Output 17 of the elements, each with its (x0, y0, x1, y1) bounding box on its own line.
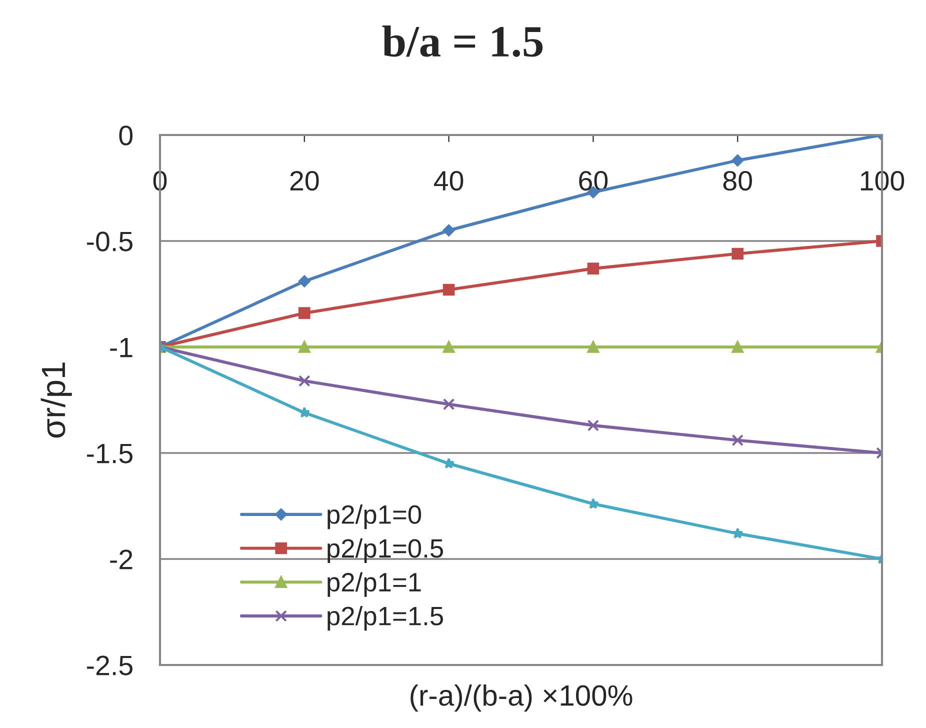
legend-label: p2/p1=0.5 (328, 538, 443, 563)
y-tick-label: -1.5 (86, 444, 132, 464)
y-axis-title: σr/p1 (40, 362, 72, 438)
x-tick-label: 20 (290, 170, 319, 191)
chart-title: b/a = 1.5 (382, 25, 543, 57)
legend-label: p2/p1=1.5 (328, 606, 443, 631)
y-tick-label: -0.5 (86, 232, 132, 252)
x-tick-label: 60 (579, 170, 608, 191)
legend-label: p2/p1=1 (328, 572, 421, 597)
x-axis-title: (r-a)/(b-a) ×100% (410, 684, 632, 712)
y-tick-label: -1 (110, 338, 132, 358)
legend-label: p2/p1=0 (328, 504, 422, 530)
x-tick-label: 80 (723, 170, 752, 191)
x-tick-label: 40 (434, 170, 464, 191)
y-tick-label: 0 (119, 126, 133, 146)
y-tick-label: -2 (110, 550, 132, 570)
y-tick-label: -2.5 (86, 656, 132, 676)
